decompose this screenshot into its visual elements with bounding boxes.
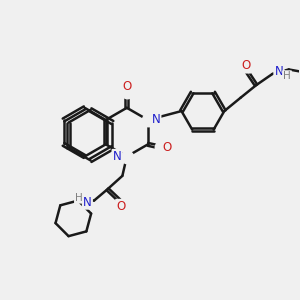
Text: H: H — [75, 193, 83, 202]
Text: O: O — [116, 202, 125, 212]
Text: O: O — [122, 80, 131, 94]
Text: N: N — [152, 115, 160, 125]
Text: N: N — [274, 68, 283, 77]
Text: O: O — [162, 142, 171, 152]
Text: N: N — [83, 197, 92, 207]
Text: O: O — [122, 82, 131, 92]
Text: O: O — [116, 200, 125, 213]
Text: N: N — [113, 152, 122, 161]
Text: H: H — [283, 71, 291, 81]
Text: H: H — [283, 71, 291, 81]
Text: O: O — [162, 141, 171, 154]
Text: N: N — [152, 113, 160, 127]
Text: O: O — [241, 59, 250, 72]
Text: N: N — [274, 65, 283, 78]
Text: O: O — [241, 61, 250, 71]
Text: N: N — [113, 150, 122, 163]
Text: N: N — [83, 196, 92, 208]
Text: H: H — [75, 193, 83, 203]
